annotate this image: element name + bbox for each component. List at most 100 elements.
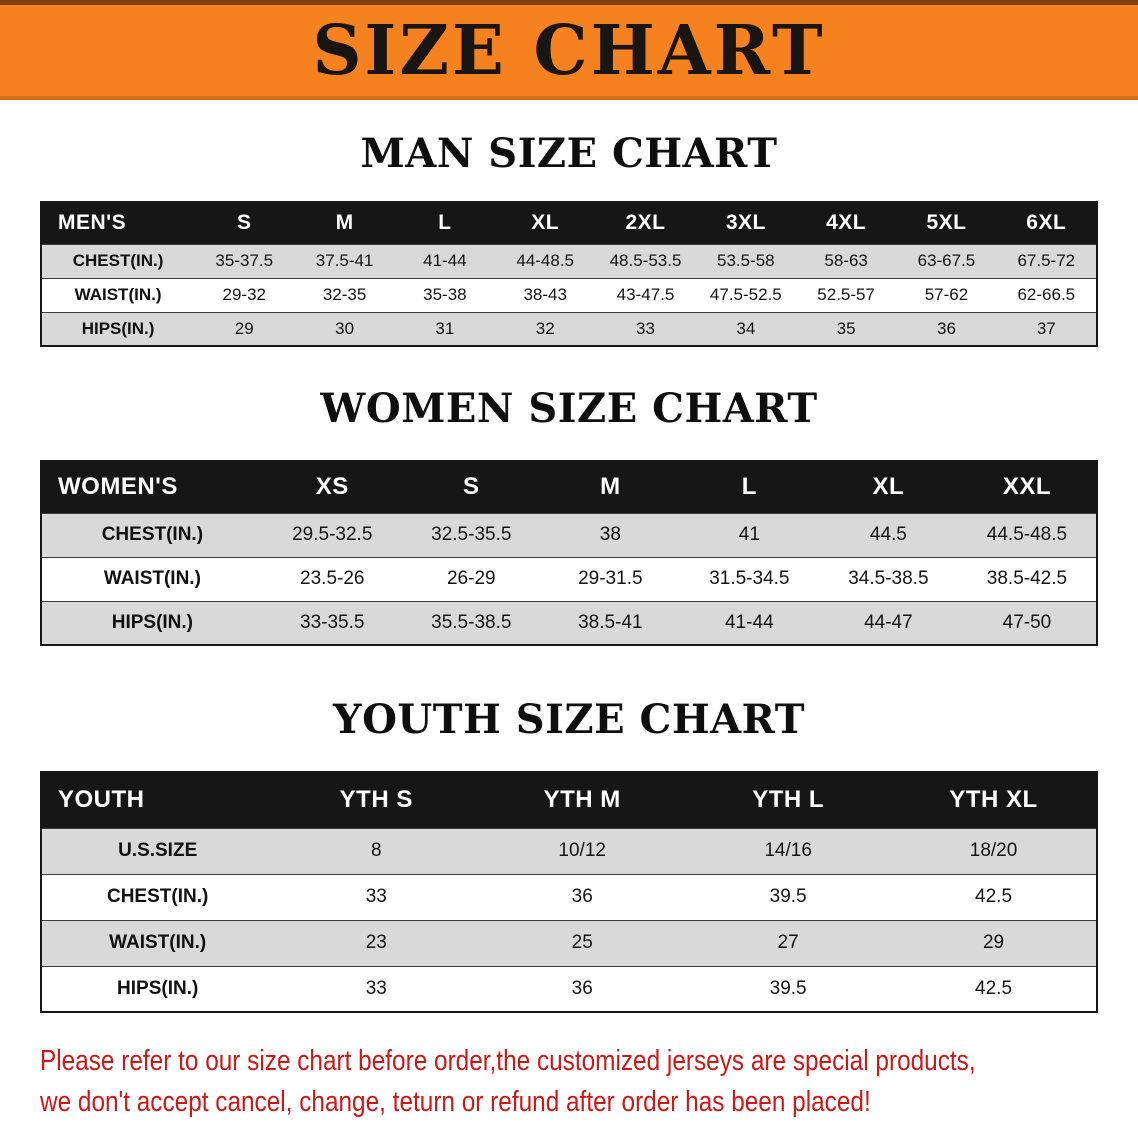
size-column-header: XS bbox=[262, 461, 402, 513]
size-column-header: XXL bbox=[957, 461, 1097, 513]
size-column-header: 2XL bbox=[595, 202, 696, 244]
size-value-cell: 62-66.5 bbox=[1017, 285, 1076, 304]
size-column-header: XL bbox=[495, 202, 596, 244]
size-value-cell: 57-62 bbox=[924, 285, 969, 304]
size-column-header: M bbox=[294, 202, 395, 244]
size-value-cell: 31 bbox=[435, 318, 455, 338]
size-value-cell: 29.5-32.5 bbox=[292, 524, 373, 545]
row-label: CHEST(IN.) bbox=[106, 886, 209, 907]
size-column-header: L bbox=[394, 202, 496, 244]
size-chart-title: SIZE CHART bbox=[312, 10, 826, 91]
youth-size-chart-heading: YOUTH SIZE CHART bbox=[333, 696, 805, 743]
size-value-cell: 41-44 bbox=[423, 251, 467, 270]
table-corner-label: YOUTH bbox=[41, 772, 274, 828]
size-value-cell: 27 bbox=[777, 932, 799, 953]
size-value-cell: 29 bbox=[982, 932, 1005, 953]
size-column-header: YTH L bbox=[685, 772, 892, 828]
size-value-cell: 31.5-34.5 bbox=[709, 568, 790, 589]
size-value-cell: 58-63 bbox=[824, 251, 868, 270]
size-value-cell: 43-47.5 bbox=[616, 285, 675, 304]
table-row: CHEST(IN.) 35-37.5 37.5-41 41-44 44-48.5 48.5… bbox=[41, 244, 1097, 278]
size-value-cell: 36 bbox=[936, 318, 956, 338]
table-row: CHEST(IN.) 29.5-32.5 32.5-35.5 38 41 44.5 44.5… bbox=[41, 513, 1097, 557]
table-row: HIPS(IN.) 33-35.5 35.5-38.5 38.5-41 41-44 44-… bbox=[41, 601, 1097, 645]
table-row: HIPS(IN.) 29 30 31 32 33 34 35 36 37 bbox=[41, 312, 1097, 346]
size-value-cell: 36 bbox=[571, 977, 593, 999]
size-value-cell: 33 bbox=[365, 886, 387, 907]
size-column-header: S bbox=[401, 461, 541, 513]
size-column-header: 6XL bbox=[996, 202, 1097, 244]
order-policy-note: Please refer to our size chart before or… bbox=[40, 1041, 1138, 1122]
size-value-cell: 8 bbox=[370, 840, 382, 861]
size-value-cell: 44-48.5 bbox=[516, 251, 575, 270]
man-size-chart-heading: MAN SIZE CHART bbox=[360, 130, 778, 177]
size-value-cell: 52.5-57 bbox=[817, 285, 875, 304]
table-header-row: YOUTH YTH S YTH M YTH L YTH XL bbox=[41, 772, 1097, 828]
size-value-cell: 39.5 bbox=[769, 886, 807, 907]
row-label: CHEST(IN.) bbox=[101, 524, 204, 545]
size-value-cell: 48.5-53.5 bbox=[609, 251, 682, 270]
size-value-cell: 33 bbox=[365, 977, 387, 999]
size-value-cell: 38-43 bbox=[523, 285, 567, 304]
size-value-cell: 26-29 bbox=[446, 568, 496, 589]
order-policy-line-2: we don't accept cancel, change, teturn o… bbox=[40, 1085, 871, 1118]
table-header-row: MEN'S S M L XL 2XL 3XL 4XL 5XL 6XL bbox=[41, 202, 1097, 244]
size-chart-banner: SIZE CHART bbox=[0, 0, 1138, 100]
row-label: WAIST(IN.) bbox=[109, 932, 207, 953]
size-value-cell: 35 bbox=[836, 318, 856, 338]
row-label: HIPS(IN.) bbox=[111, 611, 194, 633]
size-value-cell: 41 bbox=[738, 524, 760, 545]
size-value-cell: 35-37.5 bbox=[215, 251, 274, 270]
size-value-cell: 47-50 bbox=[1002, 611, 1052, 633]
size-value-cell: 39.5 bbox=[769, 977, 807, 999]
order-policy-line-1: Please refer to our size chart before or… bbox=[40, 1045, 976, 1077]
size-column-header: YTH XL bbox=[891, 772, 1097, 828]
size-value-cell: 44.5 bbox=[869, 524, 907, 545]
size-value-cell: 32.5-35.5 bbox=[431, 524, 512, 545]
size-value-cell: 44.5-48.5 bbox=[986, 524, 1068, 545]
size-value-cell: 23.5-26 bbox=[300, 568, 365, 589]
size-value-cell: 47.5-52.5 bbox=[709, 285, 782, 304]
size-column-header: YTH M bbox=[479, 772, 686, 828]
size-value-cell: 30 bbox=[335, 318, 355, 338]
size-value-cell: 33-35.5 bbox=[300, 611, 365, 633]
table-row: WAIST(IN.) 23 25 27 29 bbox=[41, 920, 1097, 966]
women-size-table: WOMEN'S XS S M L XL XXL CHEST(IN.) 29.5-32.5 32.5… bbox=[40, 460, 1098, 646]
size-value-cell: 38.5-42.5 bbox=[986, 568, 1068, 589]
size-column-header: 3XL bbox=[695, 202, 796, 244]
table-row: U.S.SIZE 8 10/12 14/16 18/20 bbox=[41, 828, 1097, 874]
size-value-cell: 29-32 bbox=[222, 285, 266, 304]
table-header-row: WOMEN'S XS S M L XL XXL bbox=[41, 461, 1097, 513]
size-value-cell: 25 bbox=[571, 932, 593, 953]
size-value-cell: 67.5-72 bbox=[1017, 251, 1076, 270]
size-value-cell: 35-38 bbox=[423, 285, 467, 304]
table-row: WAIST(IN.) 23.5-26 26-29 29-31.5 31.5-34.5 34… bbox=[41, 557, 1097, 601]
size-value-cell: 32 bbox=[535, 318, 555, 338]
row-label: HIPS(IN.) bbox=[117, 977, 199, 999]
table-corner-label: MEN'S bbox=[41, 202, 195, 244]
size-value-cell: 34 bbox=[736, 318, 756, 338]
size-column-header: 5XL bbox=[896, 202, 997, 244]
row-label: WAIST(IN.) bbox=[74, 285, 162, 304]
size-value-cell: 18/20 bbox=[969, 840, 1018, 861]
row-label: CHEST(IN.) bbox=[72, 251, 164, 270]
size-value-cell: 34.5-38.5 bbox=[848, 568, 929, 589]
size-column-header: XL bbox=[818, 461, 958, 513]
table-row: HIPS(IN.) 33 36 39.5 42.5 bbox=[41, 966, 1097, 1012]
women-size-chart-heading: WOMEN SIZE CHART bbox=[320, 385, 818, 432]
size-value-cell: 42.5 bbox=[975, 886, 1013, 907]
size-value-cell: 33 bbox=[636, 318, 655, 338]
size-column-header: 4XL bbox=[795, 202, 897, 244]
size-value-cell: 14/16 bbox=[764, 840, 812, 861]
size-value-cell: 10/12 bbox=[558, 840, 606, 861]
row-label: U.S.SIZE bbox=[118, 840, 198, 861]
size-value-cell: 23 bbox=[365, 932, 387, 953]
size-value-cell: 37 bbox=[1036, 318, 1056, 338]
row-label: WAIST(IN.) bbox=[103, 568, 201, 589]
size-column-header: YTH S bbox=[273, 772, 480, 828]
table-row: CHEST(IN.) 33 36 39.5 42.5 bbox=[41, 874, 1097, 920]
size-value-cell: 37.5-41 bbox=[315, 251, 374, 270]
size-value-cell: 35.5-38.5 bbox=[431, 611, 512, 633]
size-value-cell: 41-44 bbox=[725, 611, 774, 633]
size-column-header: S bbox=[194, 202, 295, 244]
